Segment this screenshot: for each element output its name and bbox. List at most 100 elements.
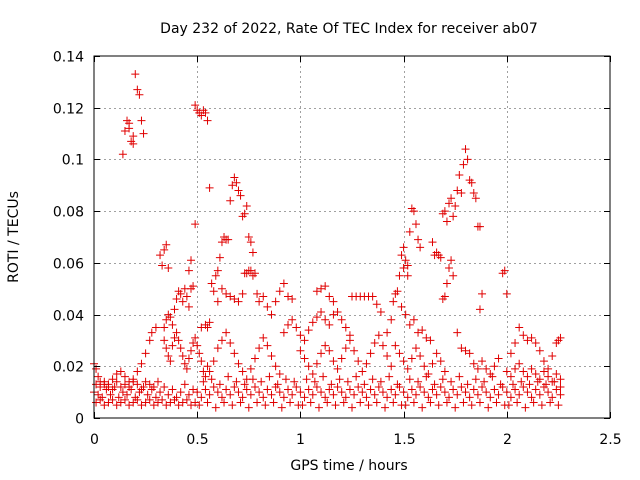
data-point xyxy=(420,362,429,371)
data-point xyxy=(255,344,264,353)
data-point xyxy=(533,377,542,386)
data-point xyxy=(401,401,410,410)
data-point xyxy=(123,390,132,399)
data-point xyxy=(193,388,202,397)
data-point xyxy=(265,372,274,381)
data-point xyxy=(383,393,392,402)
data-point xyxy=(170,305,179,314)
data-point xyxy=(556,375,565,384)
data-point xyxy=(151,323,160,332)
data-point xyxy=(302,375,311,384)
data-point xyxy=(531,385,540,394)
data-point xyxy=(162,344,171,353)
data-point xyxy=(292,323,301,332)
data-point xyxy=(383,351,392,360)
data-point xyxy=(378,388,387,397)
data-point xyxy=(275,388,284,397)
grid-lines xyxy=(94,56,610,418)
data-point xyxy=(129,377,138,386)
data-point xyxy=(226,390,235,399)
data-point xyxy=(469,189,478,198)
data-point xyxy=(178,351,187,360)
data-point xyxy=(129,139,138,148)
data-point xyxy=(556,382,565,391)
data-point xyxy=(197,393,206,402)
data-point xyxy=(137,116,146,125)
data-point xyxy=(484,403,493,412)
data-point xyxy=(259,393,268,402)
data-point xyxy=(395,349,404,358)
data-point xyxy=(449,212,458,221)
data-point xyxy=(325,385,334,394)
data-point xyxy=(222,328,231,337)
data-point xyxy=(187,401,196,410)
data-point xyxy=(360,380,369,389)
data-point xyxy=(428,359,437,368)
data-point xyxy=(508,380,517,389)
data-point xyxy=(517,377,526,386)
data-point xyxy=(304,362,313,371)
data-point xyxy=(544,388,553,397)
data-point xyxy=(445,393,454,402)
data-point xyxy=(273,380,282,389)
data-point xyxy=(333,364,342,373)
data-point xyxy=(284,320,293,329)
data-point xyxy=(207,279,216,288)
data-point xyxy=(354,382,363,391)
data-point xyxy=(267,351,276,360)
data-point xyxy=(397,251,406,260)
data-point xyxy=(300,393,309,402)
data-point xyxy=(94,390,103,399)
data-point xyxy=(224,235,233,244)
data-point xyxy=(403,271,412,280)
data-point xyxy=(108,385,117,394)
data-point xyxy=(389,398,398,407)
data-point xyxy=(149,401,158,410)
data-point xyxy=(187,346,196,355)
data-point xyxy=(519,367,528,376)
data-point xyxy=(178,297,187,306)
data-point xyxy=(418,326,427,335)
data-point xyxy=(131,70,140,79)
data-point xyxy=(203,116,212,125)
data-point xyxy=(411,390,420,399)
data-point xyxy=(312,313,321,322)
data-point xyxy=(325,320,334,329)
data-point xyxy=(393,380,402,389)
data-point xyxy=(539,367,548,376)
data-point xyxy=(442,279,451,288)
data-point xyxy=(308,390,317,399)
data-point xyxy=(345,385,354,394)
data-point xyxy=(544,372,553,381)
data-point xyxy=(519,382,528,391)
data-point xyxy=(104,380,113,389)
data-point xyxy=(445,264,454,273)
data-point xyxy=(189,385,198,394)
data-point xyxy=(469,359,478,368)
data-point xyxy=(356,398,365,407)
data-point xyxy=(133,395,142,404)
data-point xyxy=(279,279,288,288)
data-point xyxy=(455,170,464,179)
data-point xyxy=(203,362,212,371)
data-point xyxy=(160,323,169,332)
data-point xyxy=(366,385,375,394)
data-point xyxy=(502,367,511,376)
data-point xyxy=(364,401,373,410)
data-point xyxy=(213,388,222,397)
data-point xyxy=(502,289,511,298)
data-point xyxy=(471,375,480,384)
data-point xyxy=(203,323,212,332)
y-tick-label: 0.14 xyxy=(53,50,84,66)
y-axis-label: ROTI / TECUs xyxy=(6,191,22,283)
data-point xyxy=(467,401,476,410)
data-point xyxy=(556,390,565,399)
data-point xyxy=(370,339,379,348)
data-point xyxy=(422,333,431,342)
data-point xyxy=(205,318,214,327)
data-point xyxy=(418,403,427,412)
data-point xyxy=(343,377,352,386)
y-tick-label: 0.06 xyxy=(53,257,84,273)
data-point xyxy=(184,390,193,399)
data-point xyxy=(207,375,216,384)
